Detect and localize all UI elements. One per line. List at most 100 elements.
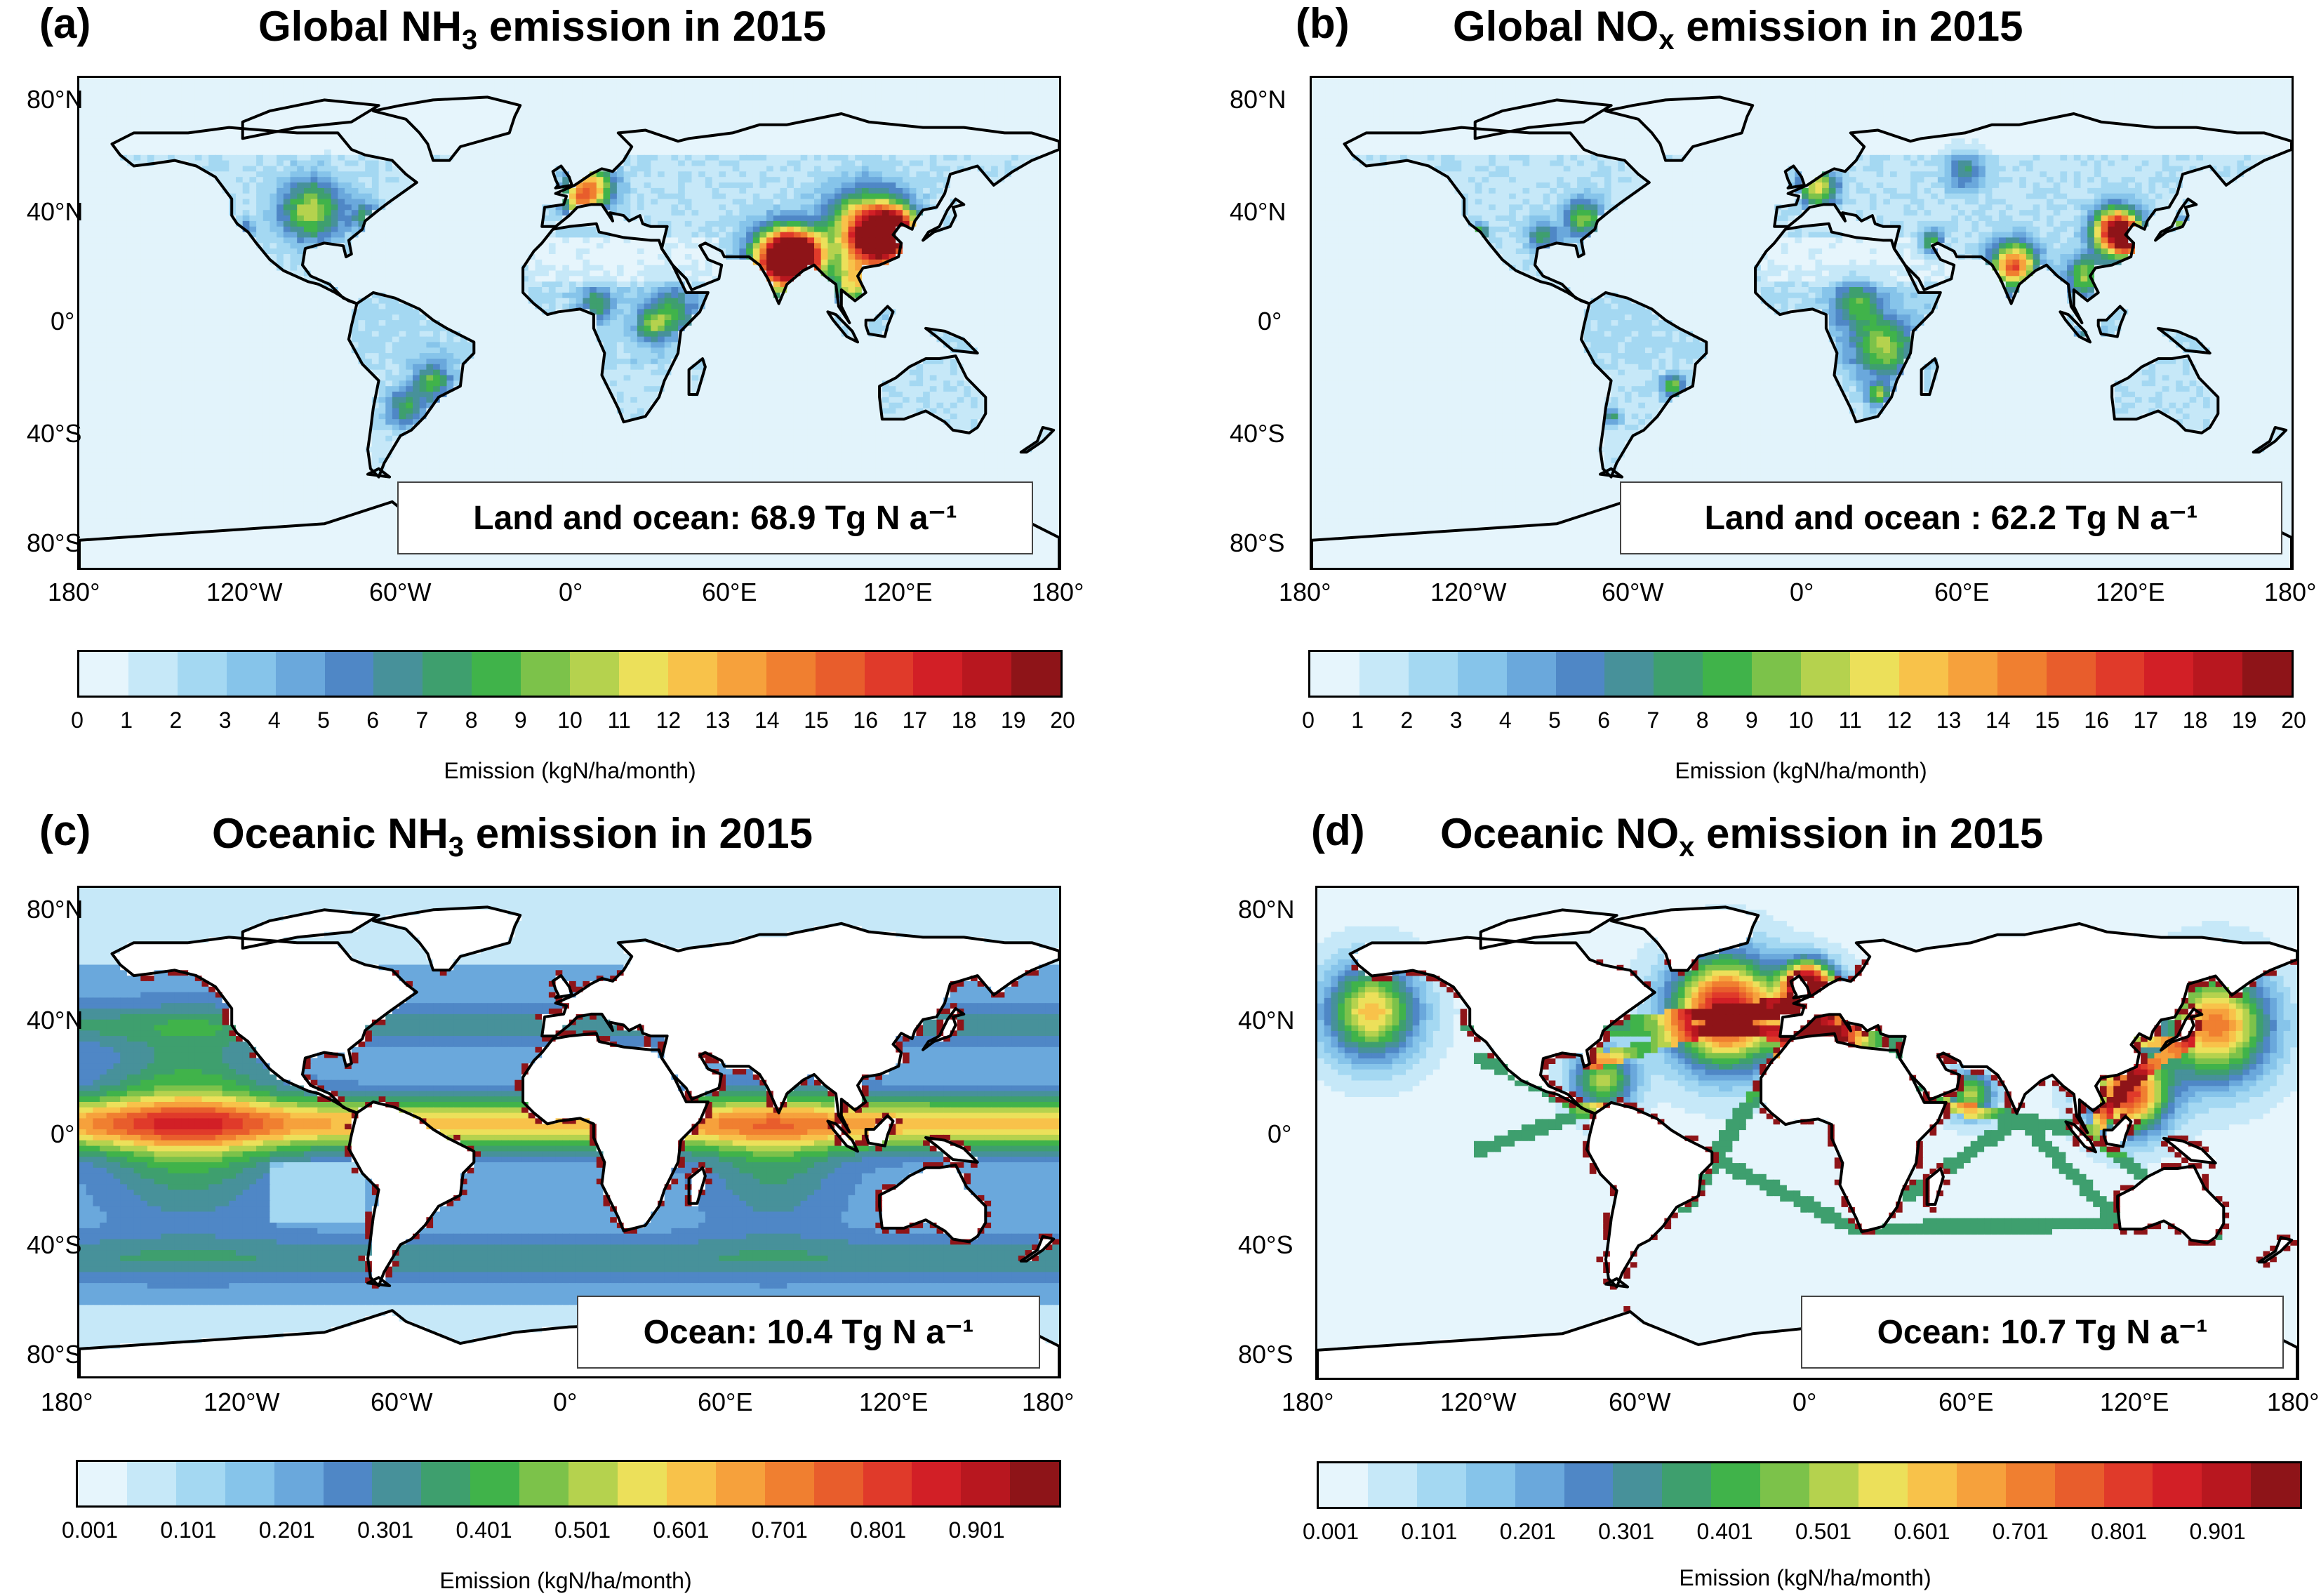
colorbar-tick: 0.401	[456, 1519, 512, 1541]
colorbar-tick: 0.801	[2091, 1520, 2147, 1543]
colorbar-swatch	[1555, 652, 1605, 696]
colorbar-swatch	[2202, 1463, 2252, 1507]
x-tick: 120°E	[863, 580, 932, 605]
colorbar-swatch	[1662, 1463, 1712, 1507]
colorbar-swatch	[128, 652, 178, 696]
coastline	[2110, 354, 2220, 434]
x-tick: 120°W	[206, 580, 282, 605]
coastline	[1585, 1100, 1714, 1289]
y-tick: 40°S	[27, 421, 81, 446]
colorbar-swatch	[1564, 1463, 1614, 1507]
colorbar-tick: 4	[1499, 709, 1512, 731]
total-emission-label: Ocean: 10.7 Tg N a⁻¹	[1801, 1296, 2284, 1369]
colorbar-tick: 10	[1788, 709, 1814, 731]
colorbar-tick: 0	[71, 709, 84, 731]
colorbar-swatch	[126, 1462, 176, 1505]
y-tick: 40°N	[27, 199, 83, 225]
colorbar-tick: 0.701	[1993, 1520, 2049, 1543]
colorbar-swatch	[913, 652, 963, 696]
coastline	[922, 1007, 966, 1051]
colorbar-tick: 2	[1400, 709, 1413, 731]
colorbar	[77, 650, 1063, 698]
colorbar-tick: 0.401	[1697, 1520, 1753, 1543]
colorbar-swatch	[568, 1462, 618, 1505]
colorbar-swatch	[323, 1462, 373, 1505]
y-tick: 40°S	[1238, 1232, 1293, 1258]
colorbar-tick: 18	[2183, 709, 2208, 731]
x-tick: 0°	[1793, 1390, 1816, 1415]
coastline	[1783, 164, 1806, 189]
colorbar-tick: 17	[903, 709, 928, 731]
coastline	[1760, 1032, 1948, 1234]
coastline	[1479, 908, 1618, 950]
colorbar-tick: 1	[120, 709, 133, 731]
colorbar-swatch	[1457, 652, 1507, 696]
coastline	[2160, 1007, 2204, 1052]
panel-title: Global NH3 emission in 2015	[258, 6, 826, 55]
coastline	[826, 1119, 859, 1153]
colorbar-tick: 7	[415, 709, 428, 731]
coastline	[864, 305, 895, 338]
colorbar-swatch	[2005, 1463, 2055, 1507]
x-tick: 180°	[41, 1390, 93, 1415]
colorbar-swatch	[570, 652, 619, 696]
colorbar-swatch	[274, 1462, 324, 1505]
x-tick: 120°W	[1430, 580, 1506, 605]
coastline	[1599, 467, 1624, 479]
y-tick: 80°N	[27, 897, 83, 922]
coastline	[2064, 1120, 2097, 1154]
colorbar-swatch	[1465, 1463, 1515, 1507]
colorbar-tick: 5	[317, 709, 330, 731]
colorbar-tick: 0.701	[752, 1519, 808, 1541]
y-tick: 80°N	[1230, 87, 1286, 112]
colorbar-swatch	[2054, 1463, 2104, 1507]
colorbar-swatch	[617, 1462, 667, 1505]
colorbar-swatch	[1858, 1463, 1908, 1507]
coastline	[2157, 326, 2212, 355]
colorbar-swatch	[1613, 1463, 1663, 1507]
colorbar-tick: 0.201	[1500, 1520, 1556, 1543]
coastline	[687, 1166, 707, 1205]
panel-label: (d)	[1311, 810, 1365, 852]
colorbar-swatch	[177, 652, 227, 696]
colorbar-tick: 9	[514, 709, 527, 731]
colorbar-tick: 8	[1696, 709, 1709, 731]
coastline	[1609, 905, 1760, 972]
emission-grid	[79, 888, 1059, 1376]
y-tick: 0°	[1258, 309, 1282, 334]
coastline	[2257, 1236, 2294, 1264]
y-tick: 40°N	[27, 1008, 83, 1033]
colorbar-swatch	[324, 652, 374, 696]
colorbar-swatch	[715, 1462, 765, 1505]
coastline	[1778, 922, 2297, 1134]
x-tick: 60°W	[1602, 580, 1663, 605]
colorbar-swatch	[912, 1462, 962, 1505]
coastline	[1473, 98, 1613, 140]
total-emission-label: Land and ocean: 68.9 Tg N a⁻¹	[397, 481, 1033, 554]
colorbar-tick: 15	[2035, 709, 2060, 731]
coastline	[347, 291, 476, 479]
colorbar-tick: 3	[1450, 709, 1463, 731]
x-tick: 120°E	[2100, 1390, 2169, 1415]
coastline	[540, 922, 1059, 1133]
y-tick: 0°	[1268, 1122, 1291, 1147]
y-tick: 0°	[51, 309, 74, 334]
panel-label: (c)	[39, 810, 91, 852]
colorbar-tick: 11	[608, 709, 631, 731]
coastline	[1925, 1167, 1945, 1206]
colorbar	[1308, 650, 2294, 698]
x-tick: 180°	[1282, 1390, 1334, 1415]
coastline	[864, 1114, 895, 1148]
coastline	[540, 112, 1059, 324]
colorbar-tick: 19	[1001, 709, 1026, 731]
coastline	[1019, 426, 1056, 454]
colorbar-tick: 18	[952, 709, 977, 731]
colorbar-tick: 8	[465, 709, 478, 731]
colorbar-swatch	[1408, 652, 1458, 696]
colorbar-swatch	[1801, 652, 1850, 696]
colorbar-tick: 16	[2084, 709, 2109, 731]
colorbar-tick: 19	[2232, 709, 2257, 731]
colorbar-swatch	[764, 1462, 814, 1505]
x-tick: 60°E	[702, 580, 757, 605]
colorbar-swatch	[78, 1462, 127, 1505]
